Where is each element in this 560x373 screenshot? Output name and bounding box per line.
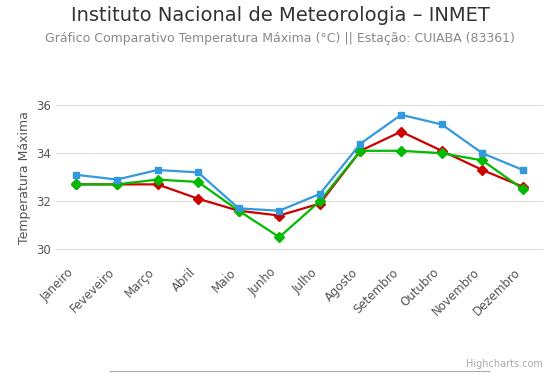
1991 – 2020	[357, 141, 364, 146]
Line: 1961 – 1990: 1961 – 1990	[73, 147, 526, 241]
1961 – 1990	[438, 151, 445, 156]
1931 – 1960	[73, 182, 80, 186]
1991 – 2020	[114, 177, 120, 182]
1991 – 2020	[235, 206, 242, 211]
1931 – 1960	[235, 209, 242, 213]
1991 – 2020	[479, 151, 486, 156]
1931 – 1960	[357, 148, 364, 153]
1991 – 2020	[276, 209, 283, 213]
1961 – 1990	[316, 199, 323, 203]
1931 – 1960	[276, 213, 283, 218]
1931 – 1960	[520, 185, 526, 189]
Text: Instituto Nacional de Meteorologia – INMET: Instituto Nacional de Meteorologia – INM…	[71, 6, 489, 25]
1961 – 1990	[479, 158, 486, 163]
1931 – 1960	[438, 148, 445, 153]
Line: 1991 – 2020: 1991 – 2020	[73, 112, 526, 214]
Line: 1931 – 1960: 1931 – 1960	[73, 128, 526, 219]
1931 – 1960	[114, 182, 120, 186]
1931 – 1960	[195, 197, 202, 201]
1961 – 1990	[398, 148, 404, 153]
1931 – 1960	[479, 168, 486, 172]
1961 – 1990	[195, 180, 202, 184]
1991 – 2020	[154, 168, 161, 172]
Y-axis label: Temperatura Máxima: Temperatura Máxima	[18, 111, 31, 244]
Legend: 1931 – 1960, 1961 – 1990, 1991 – 2020: 1931 – 1960, 1961 – 1990, 1991 – 2020	[110, 372, 489, 373]
1961 – 1990	[520, 187, 526, 191]
1991 – 2020	[520, 168, 526, 172]
Text: Gráfico Comparativo Temperatura Máxima (°C) || Estação: CUIABA (83361): Gráfico Comparativo Temperatura Máxima (…	[45, 32, 515, 45]
1991 – 2020	[438, 122, 445, 127]
1991 – 2020	[398, 113, 404, 117]
1991 – 2020	[195, 170, 202, 175]
1991 – 2020	[73, 173, 80, 177]
1961 – 1990	[114, 182, 120, 186]
Text: Highcharts.com: Highcharts.com	[466, 359, 543, 369]
1961 – 1990	[73, 182, 80, 186]
1991 – 2020	[316, 192, 323, 196]
1961 – 1990	[154, 177, 161, 182]
1961 – 1990	[357, 148, 364, 153]
1961 – 1990	[235, 209, 242, 213]
1931 – 1960	[154, 182, 161, 186]
1931 – 1960	[398, 129, 404, 134]
1961 – 1990	[276, 235, 283, 239]
1931 – 1960	[316, 201, 323, 206]
